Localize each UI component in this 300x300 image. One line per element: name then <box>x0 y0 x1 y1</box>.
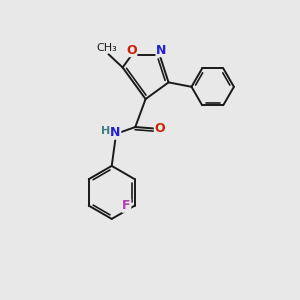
Text: N: N <box>110 126 121 139</box>
Text: O: O <box>126 44 137 57</box>
Text: F: F <box>122 199 131 212</box>
Text: CH₃: CH₃ <box>97 43 117 53</box>
Text: N: N <box>156 44 166 57</box>
Text: H: H <box>101 126 110 136</box>
Text: O: O <box>154 122 165 135</box>
